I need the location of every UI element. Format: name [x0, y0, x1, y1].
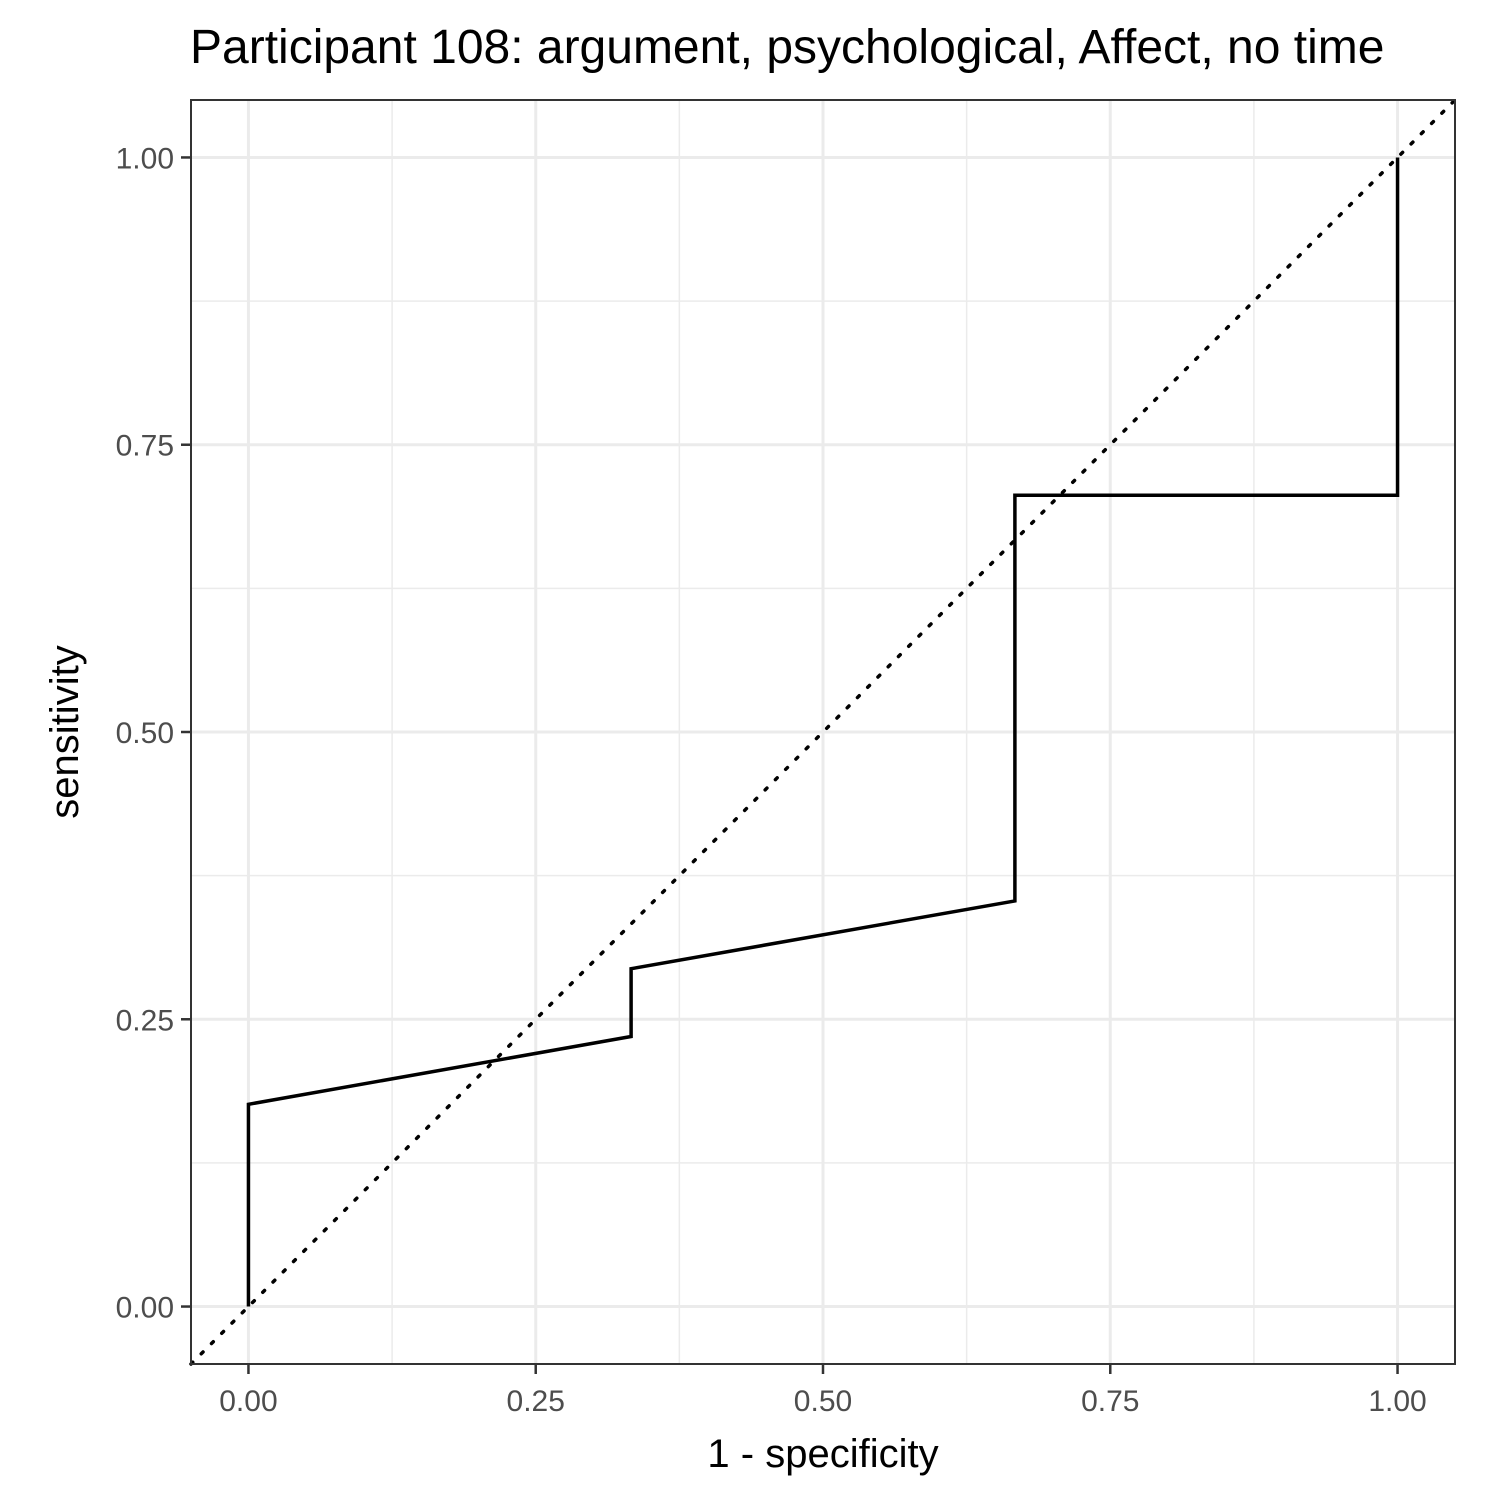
- y-tick-label: 0.00: [116, 1292, 174, 1325]
- y-tick-label: 0.50: [116, 717, 174, 750]
- x-tick-label: 0.00: [219, 1385, 277, 1418]
- grid: [191, 100, 1455, 1364]
- x-axis-title: 1 - specificity: [707, 1432, 938, 1476]
- y-tick-label: 0.25: [116, 1004, 174, 1037]
- x-tick-label: 1.00: [1368, 1385, 1426, 1418]
- roc-curve-line: [246, 157, 1400, 1307]
- x-tick-label: 0.75: [1081, 1385, 1139, 1418]
- x-tick-label: 0.25: [507, 1385, 565, 1418]
- axes: 0.00 0.25 0.50 0.75 1.00 0.00 0.25 0.50 0.75 1.00: [116, 142, 1427, 1418]
- y-tick-label: 1.00: [116, 142, 174, 175]
- y-axis-title: sensitivity: [43, 645, 87, 818]
- plot-area: [189, 98, 1457, 1366]
- x-tick-label: 0.50: [794, 1385, 852, 1418]
- y-tick-label: 0.75: [116, 430, 174, 463]
- chart-title: Participant 108: argument, psychological…: [190, 21, 1384, 74]
